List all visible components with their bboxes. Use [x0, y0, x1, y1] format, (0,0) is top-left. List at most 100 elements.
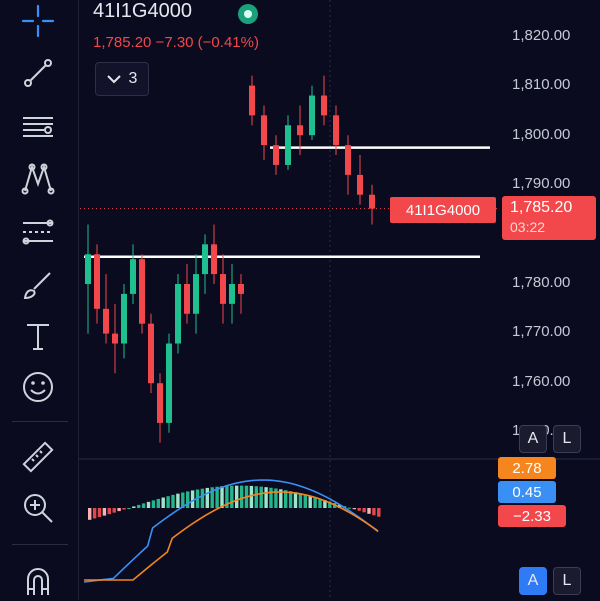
price-log-scale-button[interactable]: L	[553, 425, 581, 453]
candle-body	[273, 145, 279, 165]
indicator-auto-scale-button[interactable]: A	[519, 567, 547, 595]
histogram-bar	[367, 508, 371, 514]
histogram-bar	[220, 486, 224, 508]
signal-value-label: 2.78	[498, 457, 556, 479]
histogram-bar	[176, 493, 180, 508]
toolbar-divider	[12, 544, 68, 545]
price-chart[interactable]	[79, 0, 600, 600]
candle-body	[249, 85, 255, 116]
histogram-bar	[171, 494, 175, 508]
emoji-tool[interactable]	[14, 367, 62, 407]
pattern-tool[interactable]	[14, 158, 62, 198]
candle-body	[357, 174, 363, 195]
histogram-bar	[259, 486, 263, 508]
crosshair-tool[interactable]	[14, 1, 62, 41]
candle-body	[261, 115, 267, 146]
indicator-count: 3	[128, 70, 138, 87]
candle-body	[321, 95, 327, 116]
histogram-bar	[264, 487, 268, 508]
histogram-bar	[337, 504, 342, 508]
zoom-tool[interactable]	[14, 488, 62, 528]
histogram-bar	[313, 497, 317, 508]
bar-countdown: 03:22	[510, 219, 546, 235]
pattern-icon	[21, 163, 55, 195]
histogram-bar	[254, 486, 258, 508]
horizontal-lines-tool[interactable]	[14, 107, 62, 147]
candle-body	[193, 274, 199, 314]
candle-body	[175, 284, 181, 344]
histogram-bar	[288, 491, 293, 508]
candle-body	[148, 323, 154, 384]
histogram-bar	[107, 508, 111, 515]
histogram-bar	[122, 508, 126, 510]
histogram-bar	[132, 506, 136, 508]
fib-tool[interactable]	[14, 212, 62, 252]
magnet-tool[interactable]	[14, 561, 62, 601]
histogram-bar	[230, 485, 234, 508]
histogram-bar	[210, 487, 214, 508]
histogram-bar	[372, 508, 376, 516]
histogram-bar	[186, 491, 190, 508]
brush-tool[interactable]	[14, 265, 62, 305]
histogram-bar	[137, 504, 141, 508]
signal-line	[84, 491, 379, 581]
ruler-icon	[22, 441, 54, 473]
candle-body	[211, 244, 217, 275]
histogram-bar	[190, 490, 195, 508]
zoom-in-icon	[24, 494, 53, 523]
histogram-bar	[318, 498, 322, 508]
candle-body	[139, 259, 145, 324]
histogram-bar	[146, 501, 151, 508]
candle-body	[166, 343, 172, 423]
candle-body	[202, 244, 208, 275]
text-icon	[27, 324, 49, 350]
emoji-icon	[23, 372, 53, 402]
price-auto-scale-button[interactable]: A	[519, 425, 547, 453]
histogram-bar	[127, 508, 131, 509]
histogram-bar	[239, 485, 244, 508]
candle-body	[130, 259, 136, 294]
horizontal-lines-icon	[23, 117, 53, 137]
histogram-bar	[377, 508, 381, 517]
histogram-bar	[117, 508, 121, 512]
last-price-label: 1,785.20 03:22	[502, 196, 596, 240]
histogram-bar	[156, 498, 160, 508]
candle-body	[238, 284, 244, 294]
market-status-icon	[238, 4, 258, 24]
histogram-bar	[357, 508, 361, 511]
histogram-bar	[284, 490, 288, 508]
symbol-price-tag: 41I1G4000	[390, 197, 496, 223]
candle-body	[220, 274, 226, 304]
histogram-bar	[303, 494, 307, 508]
histogram-bar	[92, 508, 97, 519]
macd-value-label: 0.45	[498, 481, 556, 503]
symbol-title[interactable]: 41I1G4000	[93, 0, 192, 22]
trend-line-tool[interactable]	[14, 53, 62, 93]
macd-line	[83, 479, 379, 583]
histogram-bar	[161, 497, 165, 508]
histogram-bar	[249, 485, 254, 508]
drawing-toolbar	[0, 0, 79, 600]
brush-icon	[23, 272, 51, 300]
candle-body	[184, 284, 190, 314]
histogram-bar	[205, 487, 209, 508]
histogram-bar	[141, 503, 146, 508]
histogram-bar	[97, 508, 102, 518]
fib-retracement-icon	[22, 219, 54, 245]
histogram-bar	[200, 488, 205, 508]
ruler-tool[interactable]	[14, 437, 62, 477]
last-price-value: 1,785.20	[510, 199, 573, 216]
histogram-bar	[279, 489, 283, 508]
histogram-bar	[352, 508, 356, 510]
histogram-bar	[347, 507, 352, 509]
indicator-log-scale-button[interactable]: L	[553, 567, 581, 595]
magnet-icon	[27, 568, 49, 595]
candle-body	[121, 293, 127, 344]
text-tool[interactable]	[14, 316, 62, 356]
histogram-bar	[328, 501, 332, 508]
candle-body	[157, 383, 163, 423]
candle-body	[94, 254, 100, 309]
chevron-down-icon	[106, 75, 121, 84]
indicators-collapse-button[interactable]: 3	[95, 62, 149, 96]
candle-body	[309, 95, 315, 136]
